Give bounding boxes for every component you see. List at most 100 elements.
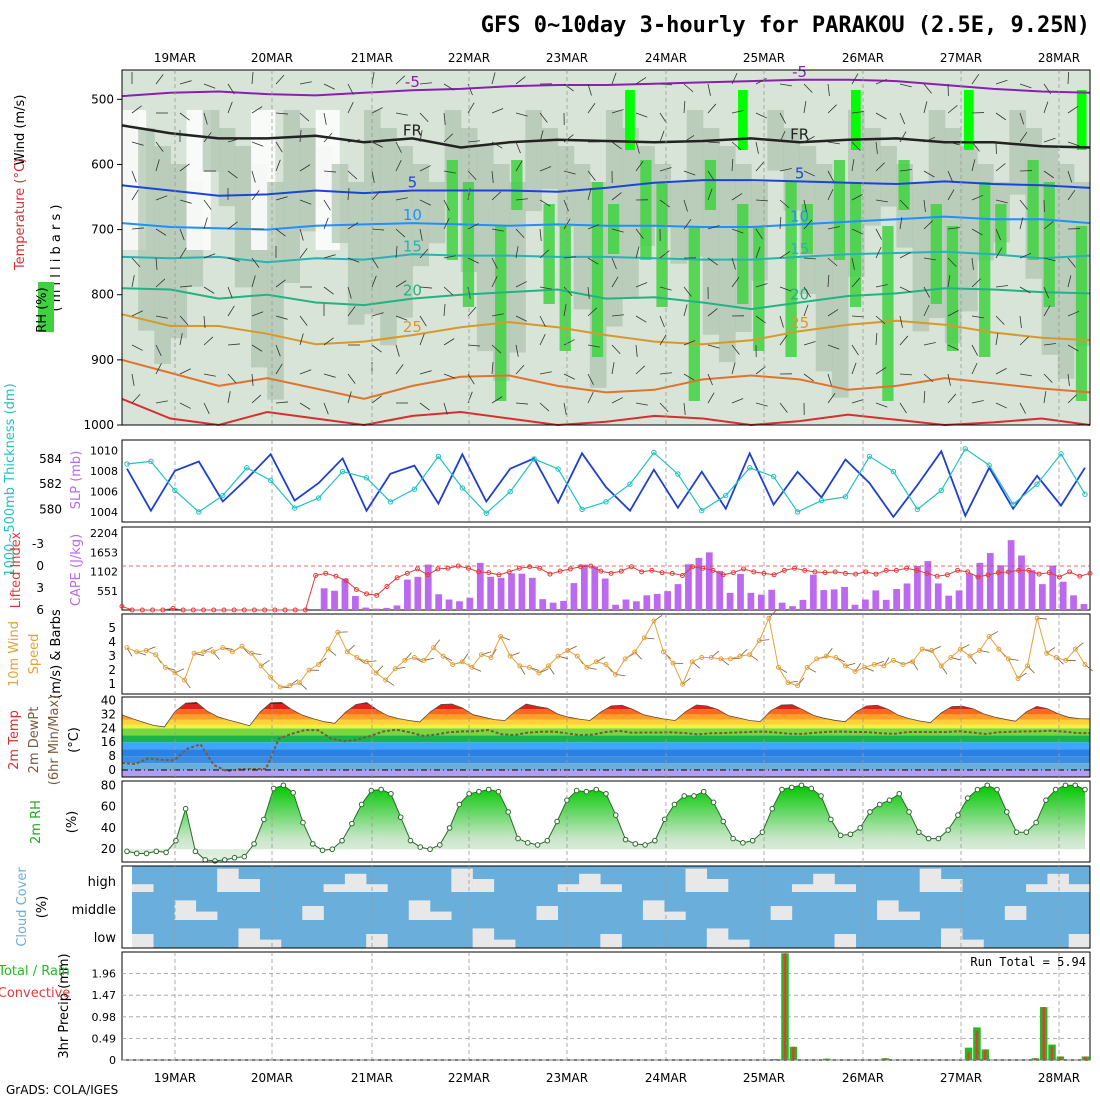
lifted-index-point [639, 569, 645, 575]
ytick-rh-20: 20 [101, 842, 116, 856]
wind-barb [1067, 71, 1070, 85]
wind-barb [683, 402, 686, 415]
lifted-index-point [262, 607, 268, 613]
wind-barb [875, 162, 885, 172]
cape-bar [435, 594, 443, 610]
wind-barb-10m [1084, 664, 1093, 672]
rh-shade-green [656, 182, 668, 307]
rh-shade-green [704, 160, 717, 210]
wind-barb [1067, 394, 1077, 404]
wind-speed-point [325, 646, 331, 652]
wind-barb [707, 392, 715, 404]
precip-convective-bar [984, 1049, 987, 1060]
rh-point [505, 809, 512, 815]
wind-barb [635, 112, 648, 118]
lifted-index-point [476, 569, 482, 575]
cloud-gap [813, 873, 835, 892]
x-date-bottom-22MAR: 22MAR [448, 1071, 490, 1085]
lifted-index-point [842, 570, 848, 576]
cape-bar [331, 590, 338, 610]
rh-legend-swatch [38, 282, 54, 332]
wind-barb [803, 341, 816, 346]
lifted-index-point [190, 607, 196, 613]
wind-barb-10m [385, 679, 395, 686]
wind-barb [251, 170, 256, 183]
cape-bar [1059, 581, 1067, 610]
rh-shade-mid [912, 182, 930, 332]
ytick-precip-0: 0 [109, 1054, 116, 1067]
ytick-label-upper-600: 600 [91, 157, 114, 171]
wind-barb [515, 228, 525, 239]
cape-bar [580, 564, 588, 610]
rh-point [994, 786, 1000, 793]
wind-barb [875, 402, 888, 408]
ytick-cape-1102: 1102 [90, 566, 118, 579]
x-date-top-20MAR: 20MAR [251, 51, 293, 65]
wind-barb [563, 402, 567, 415]
side-label-wind10m-speed: Speed [27, 634, 42, 675]
lifted-index-point [955, 567, 961, 573]
wind-barb-10m [212, 651, 220, 660]
wind-speed-point [555, 653, 561, 659]
rh-shade-green [930, 204, 942, 304]
wind-speed-point [1082, 662, 1088, 668]
rh-shade-mid [202, 110, 220, 172]
rh-shade-green [511, 160, 523, 210]
thickness-point [842, 494, 849, 500]
cloud-gap [1068, 934, 1091, 948]
lifted-index-point [221, 607, 227, 613]
cape-bar [789, 606, 796, 610]
thickness-point [603, 499, 609, 505]
wind-barb [1043, 101, 1049, 114]
cape-bar [549, 602, 557, 610]
wind-speed-point [268, 674, 274, 680]
wind-barb [347, 222, 359, 230]
wind-barb [923, 83, 932, 94]
x-date-top-27MAR: 27MAR [940, 51, 982, 65]
lifted-index-point [1016, 567, 1022, 573]
wind-barb [875, 315, 886, 325]
lifted-index-point [445, 565, 451, 571]
cape-bar [601, 578, 609, 610]
x-date-bottom-26MAR: 26MAR [842, 1071, 884, 1085]
rh-shade-mid [1057, 164, 1075, 379]
lifted-index-point [455, 563, 461, 569]
cloud-gap [919, 868, 942, 892]
wind-speed-point [986, 633, 992, 639]
slp-line [126, 449, 1086, 519]
wind-barb [347, 83, 354, 95]
wind-speed-point [756, 638, 762, 644]
thickness-point [579, 506, 585, 513]
rh-shade-mid [331, 164, 349, 244]
wind-barb [827, 275, 830, 288]
wind-barb [899, 286, 912, 293]
wind-barb-10m [653, 614, 663, 622]
wind-barb [323, 286, 334, 295]
wind-barb [731, 257, 736, 270]
wind-barb [971, 362, 978, 375]
rh-point [1013, 829, 1020, 835]
x-date-bottom-19MAR: 19MAR [154, 1071, 196, 1085]
wind-barb [1043, 343, 1056, 346]
rh-shade-green [882, 226, 894, 401]
cape-bar [1080, 604, 1088, 610]
wind-barb [779, 130, 786, 143]
wind-barb [731, 362, 736, 375]
wind-barb [851, 159, 855, 172]
cloud-gap [1026, 884, 1048, 892]
wind-barb [251, 257, 260, 268]
rh-shade-mid [170, 164, 188, 339]
rh-point [828, 816, 834, 823]
wind-barb [731, 344, 740, 355]
wind-barb [131, 310, 143, 317]
wind-barb [851, 111, 864, 114]
thickness-point [220, 492, 226, 499]
wind-barb [467, 286, 471, 299]
wind-barb [347, 391, 352, 404]
wind-barb [731, 277, 740, 288]
cape-bar [872, 590, 880, 610]
wind-barb [875, 141, 878, 154]
cape-bar [851, 604, 859, 610]
wind-speed-point [680, 681, 686, 687]
wind-barb [827, 170, 834, 182]
